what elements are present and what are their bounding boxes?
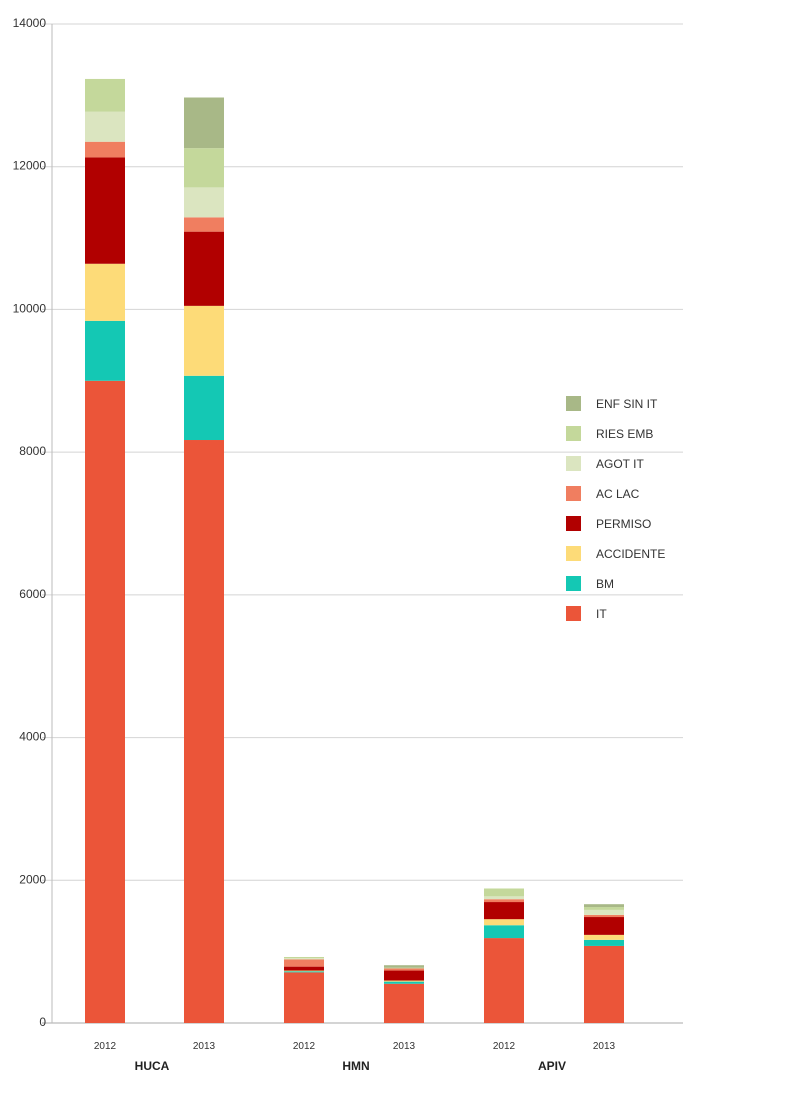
bar-segment-permiso bbox=[584, 917, 624, 935]
bar-segment-accidente bbox=[584, 934, 624, 940]
x-tick-label: 2013 bbox=[193, 1041, 216, 1052]
bar-segment-ac-lac bbox=[584, 914, 624, 918]
x-tick-label: 2013 bbox=[393, 1041, 416, 1052]
bar-segment-bm bbox=[284, 971, 324, 973]
bar-segment-agot-it bbox=[584, 909, 624, 915]
y-tick-label: 14000 bbox=[13, 16, 47, 30]
bar-segment-accidente bbox=[284, 970, 324, 972]
legend-label: PERMISO bbox=[596, 517, 651, 531]
y-tick-label: 4000 bbox=[19, 730, 46, 744]
bar-segment-it bbox=[184, 440, 224, 1023]
legend-label: AGOT IT bbox=[596, 457, 644, 471]
bar-segment-agot-it bbox=[85, 111, 125, 142]
bar-segment-accidente bbox=[184, 305, 224, 376]
y-tick-label: 0 bbox=[39, 1015, 46, 1029]
bar-segment-it bbox=[284, 972, 324, 1023]
legend-label: BM bbox=[596, 577, 614, 591]
group-label: APIV bbox=[538, 1059, 566, 1073]
legend-label: ENF SIN IT bbox=[596, 397, 658, 411]
bar-segment-permiso bbox=[85, 157, 125, 264]
bar-segment-ries-emb bbox=[584, 907, 624, 910]
bar-segment-permiso bbox=[484, 902, 524, 920]
bar-segment-agot-it bbox=[284, 958, 324, 960]
group-label: HUCA bbox=[135, 1059, 170, 1073]
group-label: HMN bbox=[342, 1059, 369, 1073]
bar-segment-ries-emb bbox=[85, 78, 125, 112]
bar-segment-it bbox=[384, 983, 424, 1023]
bar-segment-agot-it bbox=[484, 896, 524, 900]
x-tick-label: 2012 bbox=[293, 1041, 316, 1052]
legend-label: IT bbox=[596, 607, 607, 621]
legend-label: RIES EMB bbox=[596, 427, 653, 441]
bar-segment-ac-lac bbox=[184, 217, 224, 232]
legend-swatch bbox=[566, 546, 581, 561]
y-tick-label: 12000 bbox=[13, 159, 47, 173]
bar-segment-permiso bbox=[384, 970, 424, 981]
bar-segment-ac-lac bbox=[484, 899, 524, 903]
bar-segment-accidente bbox=[484, 919, 524, 926]
legend-label: AC LAC bbox=[596, 487, 640, 501]
legend-swatch bbox=[566, 576, 581, 591]
bar-segment-bm bbox=[184, 375, 224, 441]
y-tick-label: 10000 bbox=[13, 301, 47, 315]
bar-segment-enf-sin-it bbox=[384, 965, 424, 968]
bar-segment-ac-lac bbox=[85, 141, 125, 158]
y-tick-label: 8000 bbox=[19, 444, 46, 458]
bar-segment-ries-emb bbox=[184, 148, 224, 188]
x-tick-label: 2012 bbox=[493, 1041, 516, 1052]
bar-segment-ries-emb bbox=[384, 967, 424, 969]
legend-label: ACCIDENTE bbox=[596, 547, 665, 561]
y-tick-label: 2000 bbox=[19, 872, 46, 886]
legend-swatch bbox=[566, 396, 581, 411]
bar-segment-ac-lac bbox=[384, 968, 424, 971]
bar-segment-enf-sin-it bbox=[584, 904, 624, 908]
bar-segment-bm bbox=[584, 939, 624, 946]
x-tick-label: 2013 bbox=[593, 1041, 616, 1052]
bar-segment-enf-sin-it bbox=[184, 97, 224, 149]
legend-swatch bbox=[566, 456, 581, 471]
bar-segment-it bbox=[584, 945, 624, 1023]
bar-segment-ries-emb bbox=[484, 888, 524, 897]
legend-swatch bbox=[566, 516, 581, 531]
bar-segment-agot-it bbox=[184, 187, 224, 218]
bar-segment-accidente bbox=[85, 263, 125, 321]
bar-segment-bm bbox=[85, 320, 125, 381]
bar-segment-accidente bbox=[384, 980, 424, 982]
x-tick-label: 2012 bbox=[94, 1041, 117, 1052]
bar-segment-permiso bbox=[284, 966, 324, 971]
legend-swatch bbox=[566, 486, 581, 501]
bar-segment-it bbox=[85, 380, 125, 1023]
bar-segment-bm bbox=[384, 981, 424, 984]
bar-segment-ac-lac bbox=[284, 959, 324, 967]
legend-swatch bbox=[566, 606, 581, 621]
bar-segment-bm bbox=[484, 925, 524, 939]
bar-segment-permiso bbox=[184, 231, 224, 306]
bar-segment-ries-emb bbox=[284, 956, 324, 959]
y-tick-label: 6000 bbox=[19, 587, 46, 601]
legend-swatch bbox=[566, 426, 581, 441]
bar-segment-it bbox=[484, 938, 524, 1023]
